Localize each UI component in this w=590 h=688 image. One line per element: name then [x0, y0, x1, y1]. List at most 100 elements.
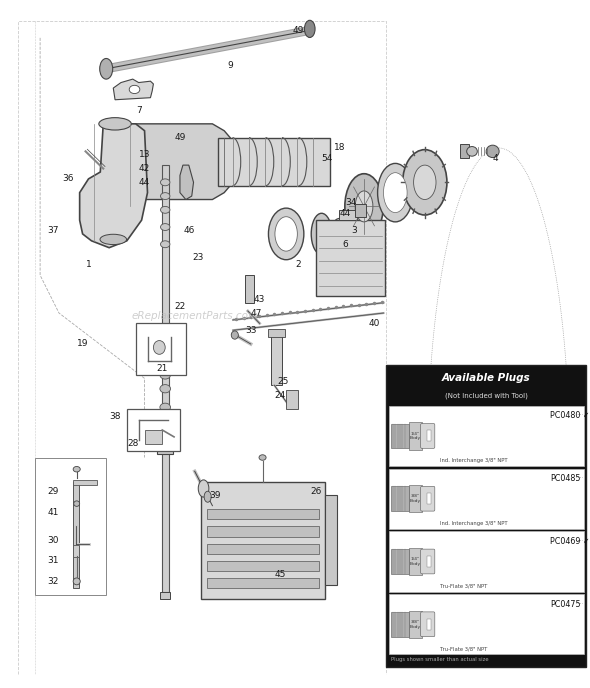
- Bar: [162, 165, 169, 592]
- Text: 31: 31: [47, 556, 59, 566]
- Text: 18: 18: [333, 143, 345, 153]
- Text: 28: 28: [127, 439, 139, 449]
- Polygon shape: [118, 124, 236, 200]
- Bar: [206, 526, 319, 537]
- Bar: [73, 482, 79, 588]
- Text: 2: 2: [295, 260, 301, 270]
- Text: eReplacementParts.com: eReplacementParts.com: [131, 312, 258, 321]
- Ellipse shape: [345, 174, 384, 239]
- Bar: [201, 482, 324, 599]
- Text: 46: 46: [183, 226, 195, 235]
- Ellipse shape: [153, 341, 165, 354]
- Bar: [386, 365, 586, 667]
- Bar: [389, 406, 584, 466]
- Text: 13: 13: [139, 150, 150, 160]
- Text: 3/8"
Body: 3/8" Body: [410, 495, 421, 503]
- Ellipse shape: [160, 206, 170, 213]
- FancyBboxPatch shape: [421, 486, 435, 511]
- Text: 1/4"
Body: 1/4" Body: [410, 557, 421, 566]
- FancyBboxPatch shape: [421, 424, 435, 449]
- Text: 47: 47: [251, 308, 263, 318]
- Text: (Not Included with Tool): (Not Included with Tool): [445, 392, 527, 398]
- Ellipse shape: [259, 455, 266, 460]
- Bar: [206, 544, 319, 554]
- Polygon shape: [80, 124, 148, 248]
- Ellipse shape: [160, 193, 170, 200]
- Bar: [409, 610, 422, 638]
- Text: 26: 26: [310, 487, 322, 497]
- Text: 45: 45: [274, 570, 286, 579]
- Text: 44: 44: [339, 208, 351, 218]
- Bar: [389, 469, 584, 528]
- Text: Plugs shown smaller than actual size: Plugs shown smaller than actual size: [391, 657, 489, 662]
- Text: PC0480 ✓: PC0480 ✓: [550, 411, 590, 420]
- Text: 9: 9: [227, 61, 233, 70]
- Text: ✓  Recommended Plugs: ✓ Recommended Plugs: [391, 635, 502, 644]
- Text: 38: 38: [109, 411, 121, 421]
- Ellipse shape: [99, 118, 131, 130]
- Text: 34: 34: [345, 198, 357, 208]
- Text: Tru-Flate 3/8" NPT: Tru-Flate 3/8" NPT: [440, 583, 487, 589]
- Text: 4: 4: [493, 153, 499, 163]
- FancyBboxPatch shape: [421, 612, 435, 636]
- Bar: [427, 556, 431, 567]
- Bar: [391, 549, 409, 574]
- Bar: [427, 493, 431, 504]
- Text: 39: 39: [209, 491, 221, 500]
- Bar: [73, 480, 97, 485]
- Ellipse shape: [73, 578, 80, 585]
- Text: 37: 37: [47, 226, 59, 235]
- Bar: [316, 220, 385, 296]
- Text: 40: 40: [369, 319, 381, 328]
- Ellipse shape: [312, 213, 332, 255]
- Bar: [389, 531, 584, 592]
- Text: 43: 43: [254, 294, 266, 304]
- Text: 36: 36: [62, 174, 74, 184]
- Ellipse shape: [304, 21, 315, 38]
- Ellipse shape: [160, 385, 171, 393]
- Ellipse shape: [160, 224, 170, 230]
- Text: 49: 49: [174, 133, 186, 142]
- Ellipse shape: [160, 444, 171, 453]
- Polygon shape: [180, 165, 194, 200]
- Bar: [145, 430, 162, 444]
- Ellipse shape: [378, 164, 413, 222]
- Bar: [157, 442, 173, 454]
- Bar: [427, 619, 431, 630]
- Bar: [35, 458, 106, 595]
- Bar: [391, 486, 409, 511]
- Ellipse shape: [100, 234, 126, 245]
- Bar: [73, 545, 79, 557]
- Text: 42: 42: [139, 164, 150, 173]
- Ellipse shape: [159, 437, 172, 451]
- Text: Ind. Interchange 3/8" NPT: Ind. Interchange 3/8" NPT: [440, 521, 507, 526]
- Text: PC0485: PC0485: [550, 474, 581, 483]
- Ellipse shape: [129, 85, 140, 94]
- Text: 21: 21: [156, 363, 168, 373]
- Ellipse shape: [160, 424, 171, 432]
- Ellipse shape: [73, 466, 80, 472]
- Ellipse shape: [160, 179, 170, 186]
- Text: 44: 44: [139, 178, 150, 187]
- Text: 23: 23: [192, 253, 204, 263]
- Text: 24: 24: [274, 391, 286, 400]
- Text: 19: 19: [77, 339, 88, 349]
- Text: 30: 30: [47, 535, 59, 545]
- Text: PC0475: PC0475: [550, 600, 581, 609]
- Ellipse shape: [160, 348, 171, 356]
- Text: 25: 25: [277, 377, 289, 387]
- Bar: [409, 548, 422, 575]
- Ellipse shape: [384, 173, 407, 213]
- Ellipse shape: [414, 165, 436, 200]
- Ellipse shape: [467, 147, 477, 156]
- Text: 7: 7: [136, 105, 142, 115]
- Text: 3: 3: [351, 226, 357, 235]
- Ellipse shape: [402, 150, 447, 215]
- Bar: [460, 144, 469, 158]
- Text: 3/8"
Body: 3/8" Body: [410, 620, 421, 629]
- Ellipse shape: [268, 208, 304, 259]
- Bar: [206, 561, 319, 571]
- Ellipse shape: [100, 58, 113, 79]
- Ellipse shape: [486, 145, 499, 158]
- Ellipse shape: [204, 491, 211, 502]
